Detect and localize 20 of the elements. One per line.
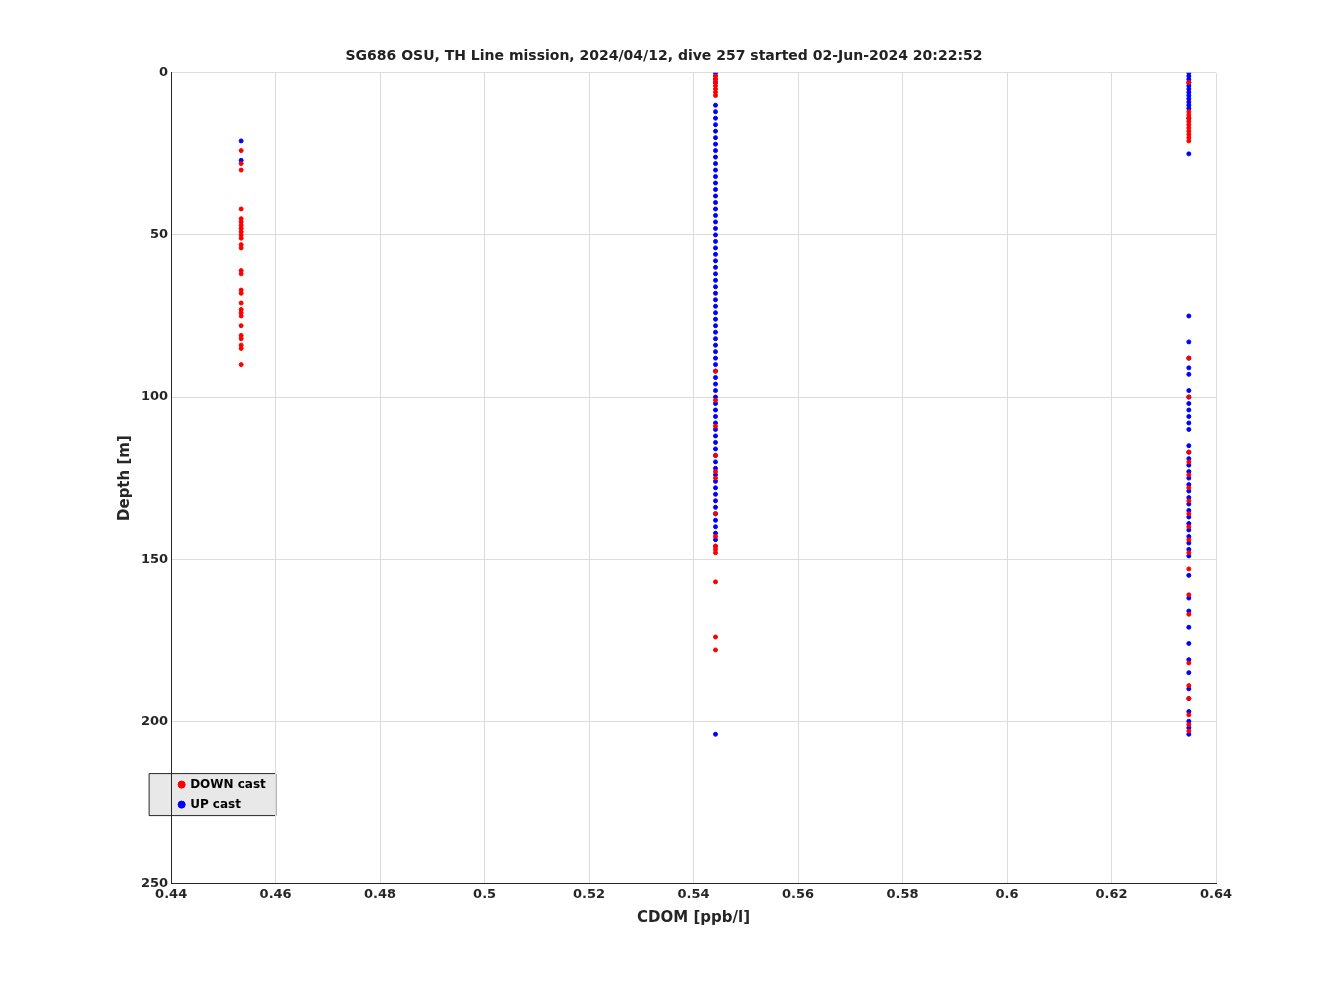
y-axis-title: Depth [m]	[114, 435, 133, 521]
x-axis-title: CDOM [ppb/l]	[637, 907, 751, 926]
x-tick-label: 0.56	[782, 885, 815, 901]
x-tick-label: 0.5	[473, 885, 497, 901]
chart-title: SG686 OSU, TH Line mission, 2024/04/12, dive 257 started 02-Jun-2024 20:22:52	[345, 47, 983, 64]
legend-label: DOWN cast	[190, 776, 267, 791]
x-tick-label: 0.48	[364, 885, 397, 901]
y-tick-label: 50	[150, 226, 169, 242]
x-tick-label: 0.6	[995, 885, 1019, 901]
x-tick-label: 0.64	[1199, 885, 1233, 901]
x-tick-label: 0.58	[886, 885, 919, 901]
x-tick-label: 0.54	[677, 885, 710, 901]
y-tick-label: 0	[159, 64, 169, 80]
x-tick-label: 0.46	[259, 885, 292, 901]
y-tick-label: 200	[141, 712, 169, 728]
legend-label: UP cast	[190, 796, 242, 811]
x-tick-label: 0.62	[1095, 885, 1128, 901]
x-tick-label: 0.52	[573, 885, 606, 901]
y-tick-label: 150	[141, 550, 169, 566]
y-tick-label: 100	[141, 388, 169, 404]
